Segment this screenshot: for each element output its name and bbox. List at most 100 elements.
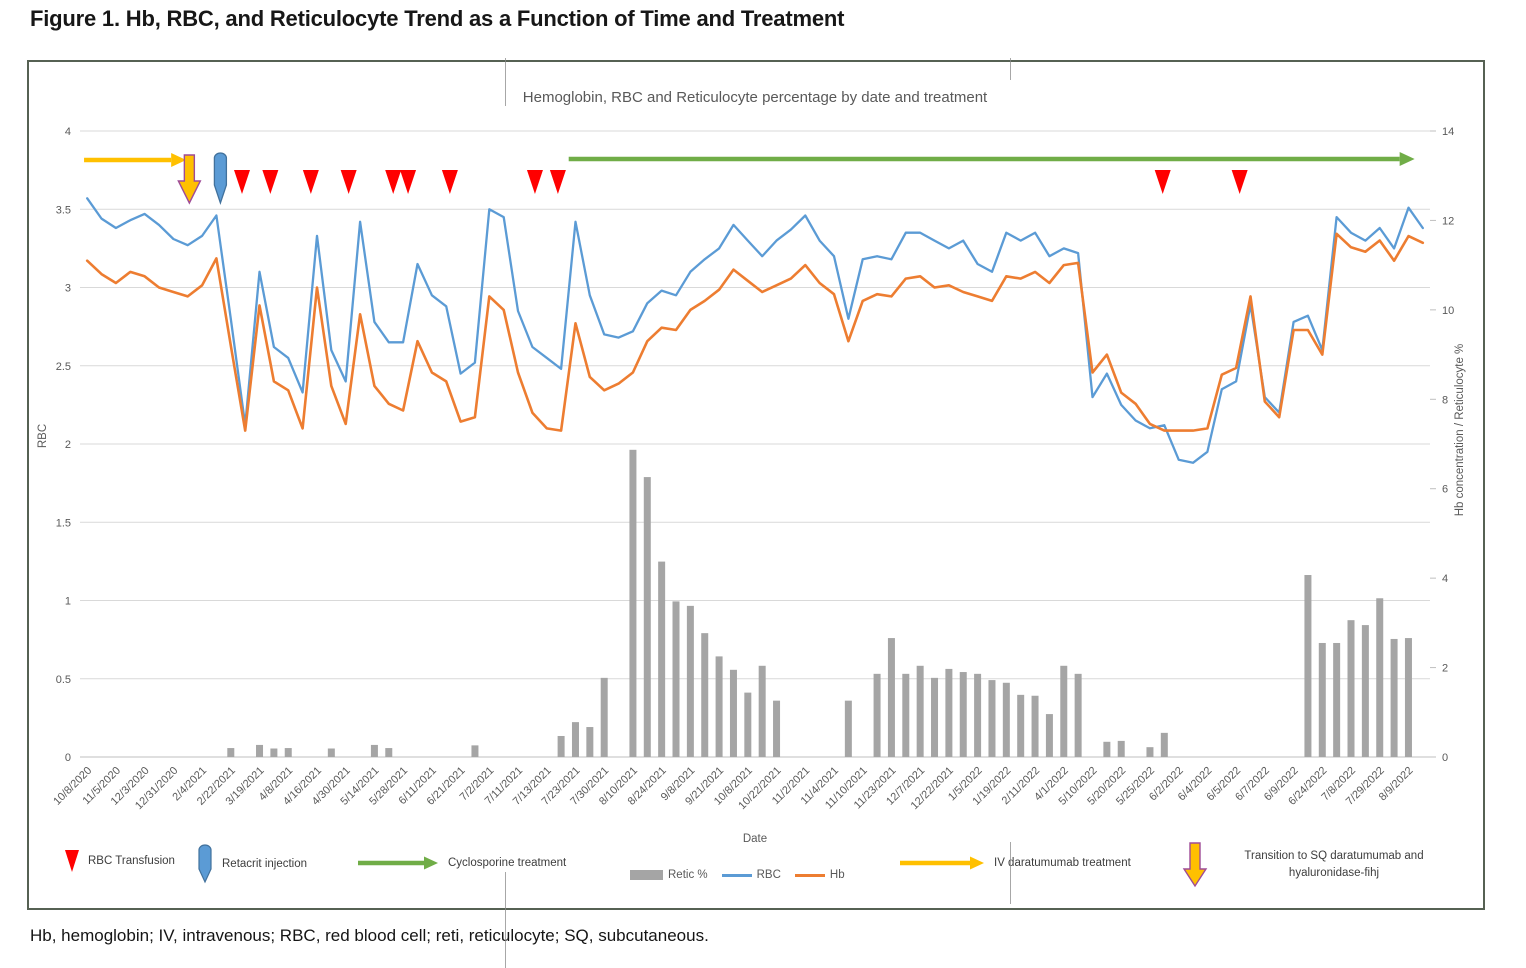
legend-retic-label: Retic % — [668, 869, 708, 881]
annotation-retacrit: Retacrit injection — [196, 843, 307, 885]
retic-bar — [227, 748, 235, 757]
retic-bar — [471, 745, 479, 757]
svg-text:0: 0 — [65, 752, 71, 764]
green-right-arrow-icon — [358, 856, 438, 870]
retic-bar — [643, 477, 651, 757]
legend-hb-label: Hb — [829, 869, 845, 881]
y-axis-right-tick-labels: 0 2 4 6 8 10 12 14 — [1430, 126, 1454, 764]
retic-bar — [873, 673, 881, 757]
hb-line — [85, 232, 1425, 432]
svg-text:4: 4 — [1442, 573, 1448, 585]
y-axis-left-title: RBC — [37, 423, 49, 449]
annotation-iv-daratumumab: IV daratumumab treatment — [898, 855, 1131, 871]
svg-text:0.5: 0.5 — [56, 674, 71, 686]
svg-text:14: 14 — [1442, 126, 1454, 138]
retic-bar — [887, 638, 895, 757]
svg-text:12: 12 — [1442, 215, 1454, 227]
rbc-line-swatch-icon — [721, 873, 752, 877]
transfusion-marker-icon — [234, 170, 250, 194]
series-legend: Retic % RBC Hb — [630, 869, 845, 881]
svg-text:6: 6 — [1442, 484, 1448, 496]
retic-bar — [715, 656, 723, 757]
retic-bar — [370, 744, 378, 757]
transfusion-marker-icon — [526, 170, 543, 194]
retic-bar — [916, 665, 924, 757]
retic-bar — [931, 677, 939, 757]
transfusion-marker-icon — [1231, 170, 1248, 194]
retic-bar — [1404, 638, 1412, 757]
svg-text:2.5: 2.5 — [56, 361, 71, 373]
retic-bar — [1060, 665, 1068, 757]
retic-bar — [256, 744, 264, 757]
cyclosporine-arrowhead-icon — [1399, 152, 1415, 166]
svg-text:2: 2 — [65, 439, 71, 451]
orange-down-arrow-icon — [1182, 842, 1208, 888]
retic-bar — [1347, 620, 1355, 757]
legend-rbc-label: RBC — [756, 869, 781, 881]
svg-text:3: 3 — [65, 283, 71, 295]
annotation-rbc-transfusion: RBC Transfusion — [64, 848, 175, 874]
artifact-hairline — [1010, 842, 1011, 904]
retic-bar — [1045, 714, 1053, 757]
retic-bar — [729, 669, 737, 757]
retic-bar — [586, 727, 594, 757]
retic-bar — [773, 700, 781, 757]
svg-text:1.5: 1.5 — [56, 517, 71, 529]
retic-bar — [686, 605, 694, 757]
retic-bar — [945, 668, 953, 757]
transfusion-marker-icon — [262, 170, 279, 194]
retic-bar — [1390, 638, 1398, 757]
figure-title: Figure 1. Hb, RBC, and Reticulocyte Tren… — [30, 6, 845, 31]
retic-bar — [629, 449, 637, 757]
transfusion-marker-icon — [1154, 170, 1171, 194]
iv-daratumumab-arrowhead-icon — [171, 153, 187, 167]
legend-item-hb: Hb — [794, 869, 845, 881]
annotation-cyclosporine-label: Cyclosporine treatment — [448, 857, 567, 869]
retic-bar — [1103, 741, 1111, 757]
annotation-rbc-transfusion-label: RBC Transfusion — [88, 855, 175, 867]
annotation-sq-transition-label: Transition to SQ daratumumab and hyaluro… — [1244, 850, 1424, 879]
artifact-hairline — [1010, 58, 1011, 80]
annotation-iv-daratumumab-label: IV daratumumab treatment — [994, 857, 1131, 869]
blue-down-arrow-icon — [198, 844, 212, 884]
retic-bar — [1117, 740, 1125, 757]
svg-text:4: 4 — [65, 126, 71, 138]
retic-bar — [270, 748, 278, 757]
red-triangle-icon — [65, 850, 79, 872]
annotation-retacrit-label: Retacrit injection — [222, 858, 308, 870]
retic-bar — [327, 748, 335, 757]
retic-bar — [658, 561, 666, 757]
retic-bar — [1160, 732, 1168, 757]
retic-bar — [1031, 695, 1039, 757]
artifact-hairline — [505, 58, 506, 106]
svg-text:0: 0 — [1442, 752, 1448, 764]
retic-bar — [557, 735, 565, 757]
rbc-line — [86, 197, 1424, 464]
svg-text:1: 1 — [65, 596, 71, 608]
transfusion-marker-icon — [340, 170, 357, 194]
chart-title: Hemoglobin, RBC and Reticulocyte percent… — [522, 89, 988, 106]
x-axis-title: Date — [742, 833, 768, 845]
annotation-cyclosporine: Cyclosporine treatment — [356, 855, 566, 871]
retic-bar — [959, 672, 967, 757]
abbreviation-footnote: Hb, hemoglobin; IV, intravenous; RBC, re… — [30, 926, 709, 945]
retic-bar — [988, 680, 996, 757]
hb-line-swatch-icon — [794, 873, 825, 877]
retic-bar — [902, 673, 910, 757]
retacrit-arrow-icon — [213, 152, 228, 206]
retic-bar — [1146, 747, 1154, 757]
svg-text:8: 8 — [1442, 394, 1448, 406]
x-axis-labels: 10/8/202011/5/202012/3/202012/31/20202/4… — [51, 765, 1415, 812]
retic-bar — [1304, 575, 1312, 757]
annotation-sq-transition: Transition to SQ daratumumab and hyaluro… — [1182, 841, 1452, 889]
transfusion-marker-icon — [302, 170, 319, 194]
yellow-right-arrow-icon — [900, 856, 984, 870]
y-axis-right-title: Hb concentration / Reticulocyte % — [1454, 343, 1466, 517]
retic-bar — [1002, 682, 1010, 757]
legend-item-retic: Retic % — [630, 869, 708, 881]
retic-bar — [758, 665, 766, 757]
svg-text:10: 10 — [1442, 305, 1454, 317]
retic-bar — [974, 673, 982, 757]
retic-bar — [672, 601, 680, 757]
